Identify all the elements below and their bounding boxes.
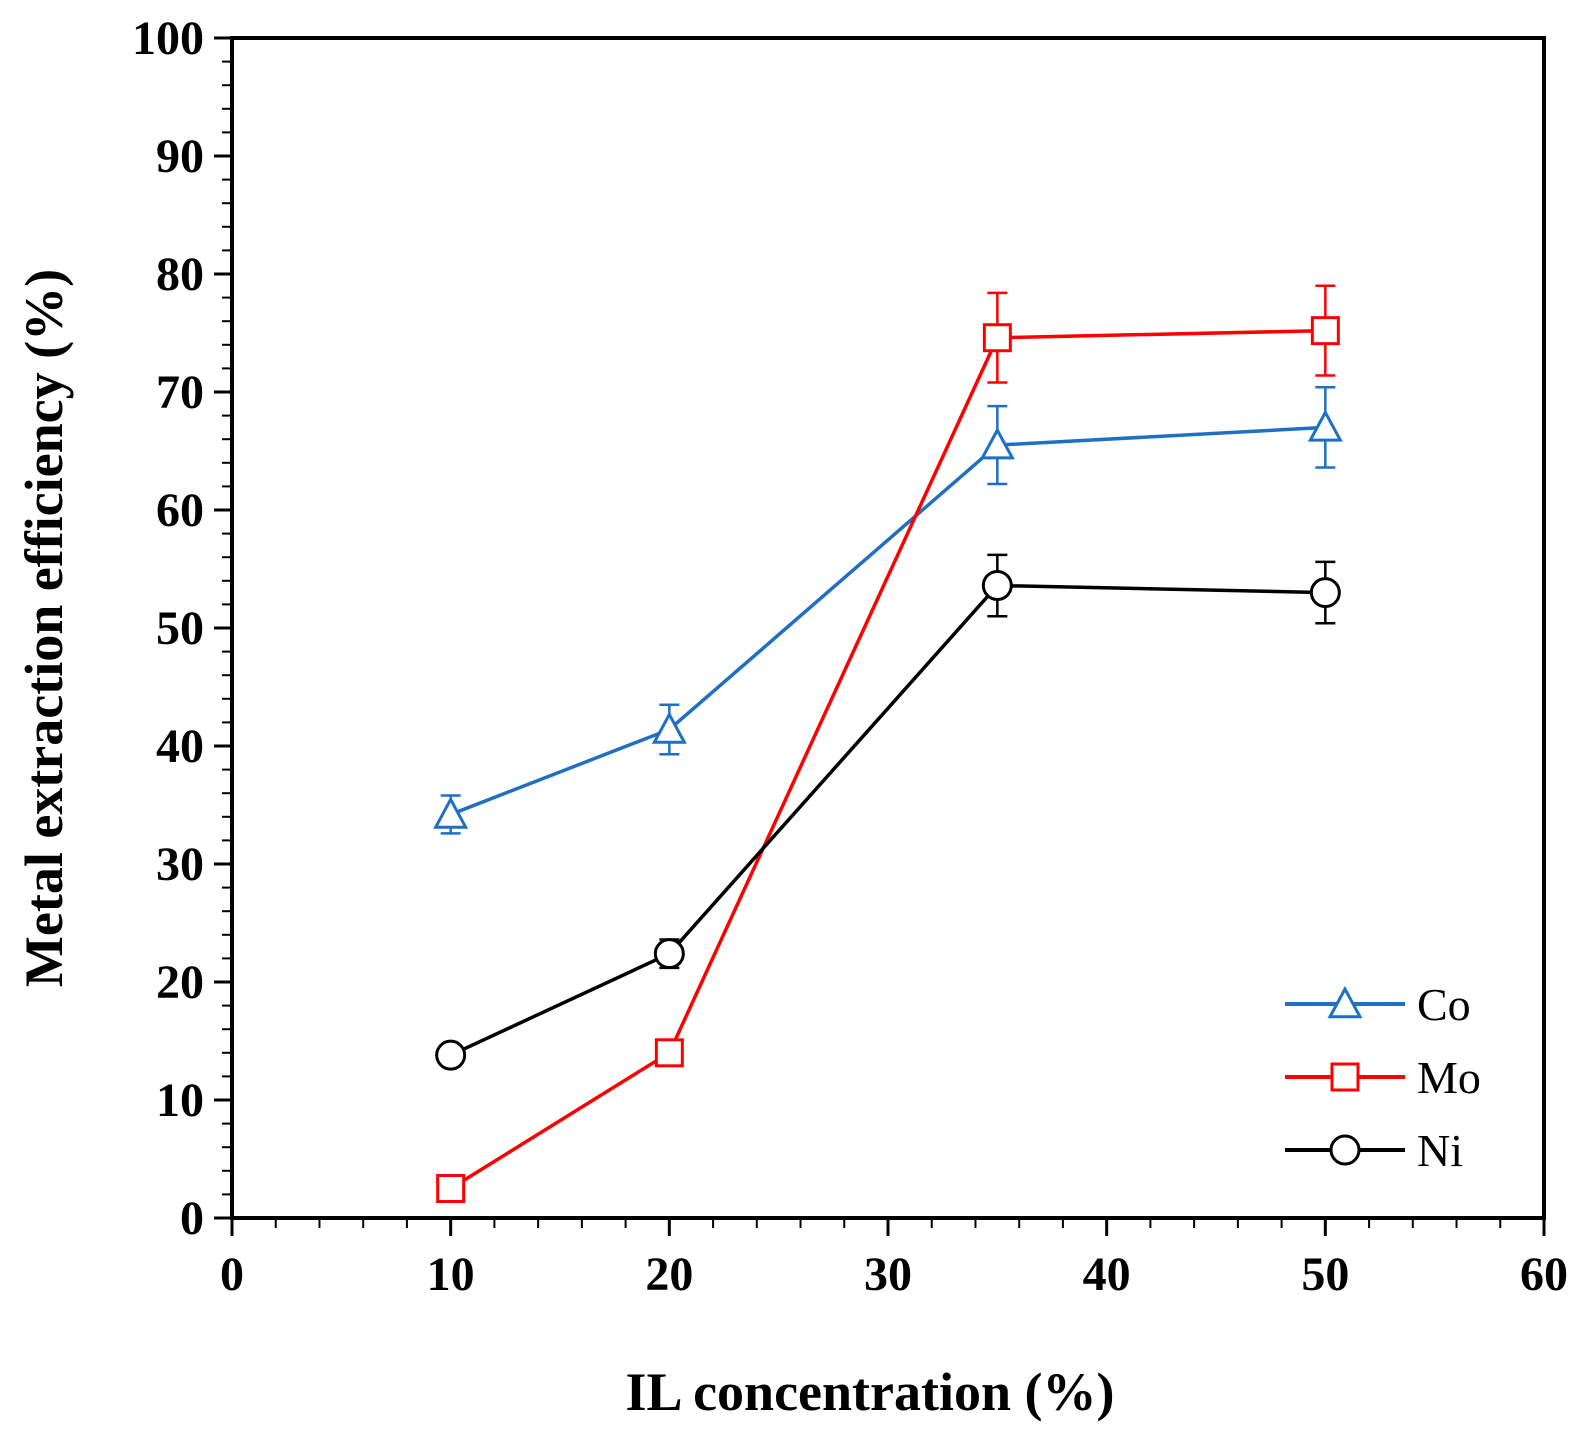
x-tick-label: 30: [864, 1248, 912, 1301]
x-tick-label: 60: [1520, 1248, 1568, 1301]
y-tick-label: 50: [156, 602, 204, 655]
plot-frame: [230, 36, 1546, 1220]
x-tick-label: 0: [220, 1248, 244, 1301]
legend: Co Mo Ni: [1285, 979, 1481, 1176]
y-tick-label: 0: [180, 1192, 204, 1245]
data-point: [653, 938, 685, 970]
series-co: [433, 386, 1343, 835]
data-point: [982, 323, 1012, 353]
legend-label: Ni: [1417, 1125, 1463, 1176]
legend-marker: [1327, 985, 1363, 1019]
y-tick-label: 100: [132, 12, 204, 65]
data-point: [981, 570, 1013, 602]
data-point: [651, 711, 687, 744]
series-line: [449, 583, 1326, 1057]
y-tick-label: 80: [156, 248, 204, 301]
x-tick-label: 20: [645, 1248, 693, 1301]
series-mo: [436, 284, 1340, 1203]
legend-label: Co: [1417, 979, 1471, 1030]
data-point: [979, 426, 1015, 460]
x-axis-title: IL concentration (%): [626, 1362, 1115, 1422]
y-tick-label: 20: [156, 956, 204, 1009]
y-axis-title: Metal extraction efficiency (%): [14, 269, 74, 987]
legend-label: Mo: [1417, 1052, 1481, 1103]
y-tick-label: 40: [156, 720, 204, 773]
data-point: [1307, 409, 1343, 442]
legend-item-co: Co: [1285, 979, 1471, 1030]
legend-marker: [1330, 1062, 1360, 1092]
y-tick-label: 90: [156, 130, 204, 183]
x-tick-label: 40: [1083, 1248, 1131, 1301]
legend-item-mo: Mo: [1285, 1052, 1481, 1103]
series-ni: [435, 553, 1341, 1071]
y-tick-label: 30: [156, 838, 204, 891]
x-tick-label: 50: [1301, 1248, 1349, 1301]
axis-ticks: 0 10 20 30 40 50 60 0 10 20 30 40 50 60 70 80 90 100: [132, 12, 1568, 1301]
legend-item-ni: Ni: [1285, 1125, 1463, 1176]
axes: [230, 36, 1546, 1220]
series-line: [450, 425, 1326, 817]
y-tick-label: 70: [156, 366, 204, 419]
legend-marker: [1329, 1134, 1361, 1166]
data-point: [1309, 577, 1341, 609]
series-line: [449, 328, 1326, 1190]
data-point: [433, 796, 469, 829]
y-tick-label: 10: [156, 1074, 204, 1127]
plot-series: [433, 284, 1343, 1203]
data-point: [654, 1038, 684, 1068]
data-point: [1310, 316, 1340, 346]
x-tick-label: 10: [427, 1248, 475, 1301]
y-tick-label: 60: [156, 484, 204, 537]
data-point: [435, 1039, 467, 1071]
data-point: [436, 1174, 466, 1203]
